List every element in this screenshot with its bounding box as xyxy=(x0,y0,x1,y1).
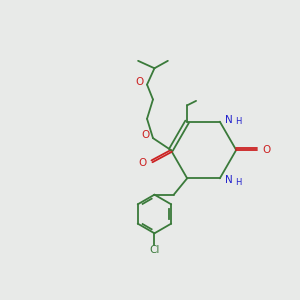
Text: O: O xyxy=(139,158,147,168)
Text: Cl: Cl xyxy=(149,245,160,255)
Text: N: N xyxy=(225,175,233,185)
Text: H: H xyxy=(235,117,241,126)
Text: O: O xyxy=(262,145,271,155)
Text: O: O xyxy=(141,130,149,140)
Text: N: N xyxy=(225,115,233,125)
Text: O: O xyxy=(135,76,143,87)
Text: H: H xyxy=(235,178,241,187)
